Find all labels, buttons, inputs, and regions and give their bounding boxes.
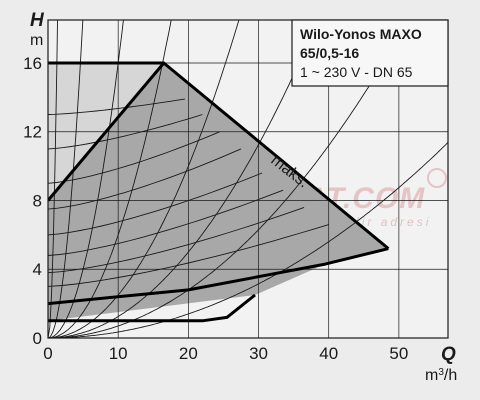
speed-curve-1: [48, 114, 203, 150]
envelope-lines: [48, 61, 390, 323]
title-line-1: Wilo-Yonos MAXO: [300, 26, 422, 42]
title-box: [291, 19, 449, 87]
curves: [48, 20, 448, 338]
x-axis-unit-tail: /h: [444, 367, 457, 384]
y-tick-labels: 0 4 8 12 16: [23, 54, 42, 348]
title-line-2: 65/0,5-16: [300, 45, 359, 61]
envelope-line-2: [48, 247, 389, 306]
speed-curve-2: [48, 131, 221, 184]
x-tick-labels: 0 10 20 30 40 50: [43, 344, 408, 363]
x-axis-letter: Q: [441, 344, 456, 365]
speed-curve-7: [48, 224, 329, 287]
speed-curve-6: [48, 206, 305, 274]
speed-curve-4: [48, 172, 263, 236]
system-curve-4: [48, 20, 240, 338]
x-axis-unit-base: m: [425, 367, 438, 384]
x-axis-unit-sup: 3: [438, 367, 444, 378]
x-tick-label-4: 40: [319, 344, 338, 363]
title-line-3: 1 ~ 230 V - DN 65: [300, 64, 413, 80]
y-tick-label-0: 0: [33, 329, 42, 348]
y-tick-label-4: 16: [23, 54, 42, 73]
speed-curve-3: [48, 148, 242, 210]
plot-frame: [47, 19, 449, 339]
envelope-line-3: [48, 293, 256, 323]
operating-region-fill: [48, 63, 389, 321]
speed-curve-5: [48, 189, 284, 256]
system-curve-7: [48, 142, 448, 338]
envelope-line-1: [48, 62, 165, 202]
x-axis-unit: m3/h: [425, 367, 457, 385]
watermark-logo-icon: [427, 168, 447, 188]
system-curve-0: [48, 20, 58, 338]
x-tick-label-0: 0: [43, 344, 52, 363]
y-tick-label-1: 4: [33, 260, 42, 279]
system-curve-6: [48, 20, 410, 338]
system-curve-5: [48, 20, 319, 338]
speed-curve-0: [48, 98, 185, 115]
x-tick-label-3: 30: [249, 344, 268, 363]
x-tick-label-2: 20: [179, 344, 198, 363]
x-tick-label-1: 10: [109, 344, 128, 363]
y-tick-label-2: 8: [33, 191, 42, 210]
y-tick-label-3: 12: [23, 123, 42, 142]
x-tick-label-5: 50: [389, 344, 408, 363]
y-axis-letter: H: [30, 10, 45, 31]
y-axis-unit: m: [30, 32, 43, 49]
system-curve-2: [48, 20, 124, 338]
system-curve-1: [48, 20, 84, 338]
system-curve-3: [48, 20, 172, 338]
